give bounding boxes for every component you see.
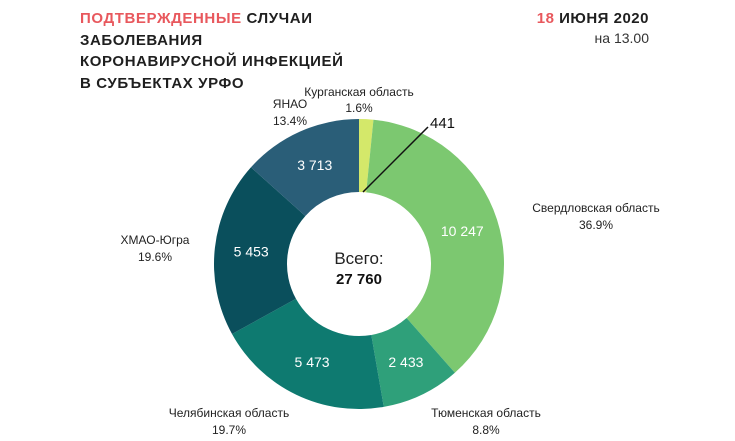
time: на 13.00 — [594, 30, 649, 46]
slice-value-label: 5 473 — [295, 354, 330, 370]
slice-янао — [250, 119, 359, 216]
slice-хмао-югра — [214, 167, 306, 335]
date-rest: ИЮНЯ 2020 — [554, 10, 649, 27]
slice-name-label: Челябинская область — [169, 406, 289, 420]
callout-line — [362, 126, 429, 193]
title-line-3: КОРОНАВИРУСНОЙ ИНФЕКЦИЕЙ — [80, 53, 344, 70]
slice-value-label: 5 453 — [234, 244, 269, 260]
slice-labels: 441 Курганская область 1.6% 10 247 Свердловс… — [121, 85, 660, 437]
slice-value-label: 10 247 — [441, 223, 484, 239]
donut-slices — [214, 119, 504, 409]
title-line-2: ЗАБОЛЕВАНИЯ — [80, 31, 203, 49]
slice-name-label: Курганская область — [304, 85, 413, 99]
date-block: 18 ИЮНЯ 2020 на 13.00 — [537, 10, 649, 46]
date: 18 ИЮНЯ 2020 — [537, 10, 649, 27]
title-rest: СЛУЧАИ — [241, 10, 313, 27]
slice-value-label: 3 713 — [297, 157, 332, 173]
slice-курганская-область — [359, 119, 374, 193]
chart-title: ПОДТВЕРЖДЕННЫЕ СЛУЧАИ ЗАБОЛЕВАНИЯ КОРОНА… — [80, 8, 380, 94]
slice-тюменская-область — [371, 318, 455, 407]
slice-percent-label: 8.8% — [472, 423, 500, 437]
date-day: 18 — [536, 10, 555, 27]
title-accent: ПОДТВЕРЖДЕННЫЕ — [80, 10, 242, 27]
slice-percent-label: 19.6% — [138, 250, 172, 264]
slice-челябинская-область — [232, 298, 384, 409]
slice-value-label: 441 — [430, 115, 455, 132]
slice-name-label: Тюменская область — [431, 406, 541, 420]
slice-percent-label: 19.7% — [212, 423, 246, 437]
slice-name-label: Свердловская область — [532, 201, 659, 215]
slice-name-label: ЯНАО — [273, 97, 307, 111]
slice-свердловская-область — [366, 119, 504, 373]
slice-name-label: ХМАО-Югра — [121, 233, 190, 247]
slice-percent-label: 13.4% — [273, 114, 307, 128]
title-line-4: В СУБЪЕКТАХ УРФО — [80, 74, 245, 92]
slice-percent-label: 36.9% — [579, 218, 613, 232]
slice-percent-label: 1.6% — [345, 101, 373, 115]
center-total: 27 760 — [336, 271, 382, 288]
slice-value-label: 2 433 — [388, 354, 423, 370]
center-label: Всего: — [334, 249, 383, 268]
